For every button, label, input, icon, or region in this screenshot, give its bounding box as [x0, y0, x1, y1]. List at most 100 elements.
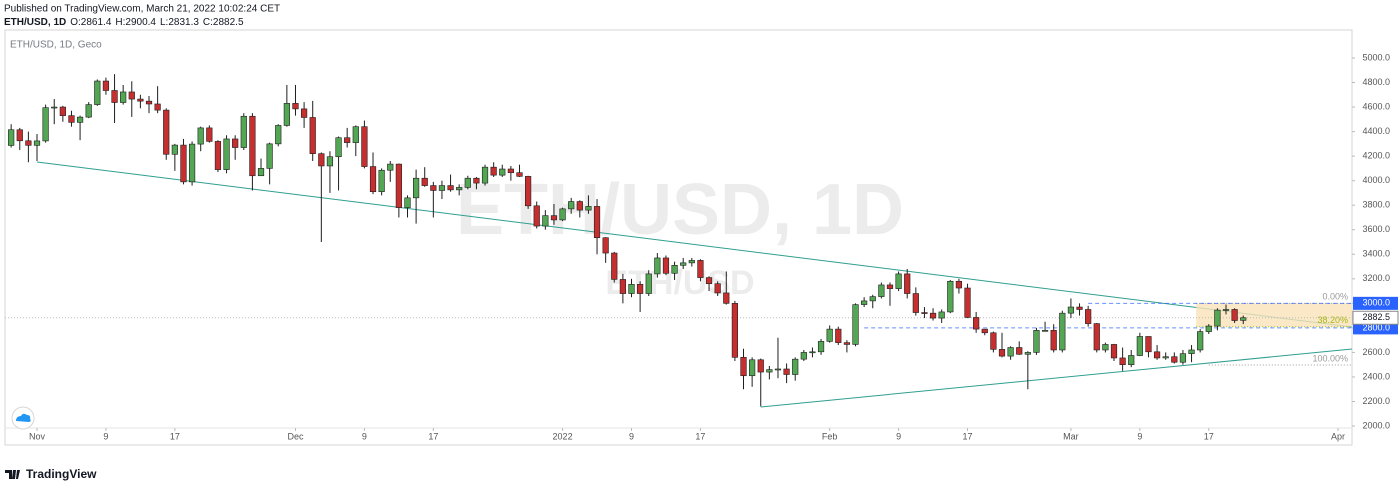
- candle-body: [1222, 309, 1230, 311]
- y-tick-label: 2400.0: [1362, 371, 1390, 381]
- x-tick-label: Nov: [29, 431, 46, 441]
- candle-body: [774, 368, 782, 371]
- last-price-label: 2882.5: [1362, 312, 1390, 322]
- trendline: [36, 161, 1353, 328]
- candle-body: [318, 153, 325, 167]
- candle-body: [223, 138, 230, 170]
- candle-body: [568, 201, 575, 210]
- x-tick-label: 17: [1204, 431, 1214, 441]
- candle-body: [16, 129, 23, 142]
- candle-body: [886, 284, 894, 289]
- x-tick-label: 9: [896, 431, 901, 441]
- candle-body: [473, 177, 480, 184]
- candle-body: [326, 156, 334, 167]
- candle-body: [826, 328, 833, 342]
- candle-body: [309, 117, 316, 154]
- candle-body: [188, 143, 196, 183]
- candle-body: [154, 103, 161, 111]
- candle-body: [266, 143, 273, 169]
- candle-body: [1085, 309, 1092, 324]
- candle-body: [1024, 352, 1031, 355]
- candle-body: [817, 341, 825, 353]
- candle-body: [1162, 356, 1169, 359]
- candle-body: [171, 144, 178, 155]
- candle-body: [705, 277, 713, 285]
- candle-body: [33, 140, 41, 146]
- candle-body: [120, 91, 127, 103]
- candle-body: [249, 115, 256, 177]
- symbol-label: ETH/USD, 1D, Geco: [10, 40, 102, 51]
- candle-body: [163, 109, 170, 155]
- candle-body: [128, 91, 135, 100]
- candle-body: [593, 206, 601, 239]
- level-tag-label: 2800.0: [1362, 322, 1390, 332]
- candle-body: [102, 80, 110, 91]
- candle-body: [904, 273, 911, 294]
- candle-body: [792, 358, 799, 375]
- candle-body: [585, 206, 592, 211]
- candle-body: [1197, 331, 1204, 351]
- candle-body: [671, 265, 678, 274]
- level-tag-label: 3000.0: [1362, 298, 1390, 308]
- y-tick-label: 3400.0: [1362, 249, 1390, 259]
- candle-body: [757, 359, 764, 373]
- fib-label: 100.00%: [1312, 353, 1348, 363]
- candle-body: [645, 273, 652, 294]
- candle-body: [300, 108, 308, 118]
- watermark-small: ETH/USD: [605, 264, 754, 302]
- candle-body: [912, 293, 919, 313]
- x-tick-label: 9: [362, 431, 367, 441]
- y-tick-label: 3800.0: [1362, 200, 1390, 210]
- x-tick-label: Dec: [287, 431, 304, 441]
- ohlc-value: 2861.4: [81, 17, 112, 28]
- candle-body: [662, 257, 670, 274]
- candle-body: [688, 260, 695, 264]
- ohlc-value: 2882.5: [213, 17, 244, 28]
- candle-body: [1110, 344, 1118, 359]
- x-tick-label: Feb: [822, 431, 838, 441]
- candle-body: [25, 140, 32, 146]
- candle-body: [619, 279, 626, 294]
- candle-body: [973, 317, 980, 330]
- candle-body: [998, 349, 1006, 357]
- candle-body: [111, 90, 118, 103]
- candle-body: [1240, 317, 1247, 321]
- candle-body: [921, 312, 928, 314]
- x-tick-label: 9: [1137, 431, 1142, 441]
- candle-body: [361, 126, 368, 167]
- candle-body: [8, 129, 15, 146]
- candle-body: [1179, 353, 1187, 363]
- candle-body: [59, 106, 66, 116]
- candle-body: [499, 168, 506, 176]
- candle-body: [490, 166, 497, 176]
- published-note: Published on TradingView.com, March 21, …: [4, 4, 280, 15]
- candle-body: [1050, 330, 1057, 351]
- candle-body: [1128, 355, 1135, 365]
- candle-body: [421, 177, 428, 186]
- candle-body: [145, 100, 153, 105]
- candle-body: [576, 201, 583, 211]
- candle-body: [731, 303, 738, 358]
- candle-body: [947, 280, 954, 313]
- candle-body: [550, 215, 558, 221]
- candle-body: [275, 125, 282, 145]
- candle-body: [1093, 323, 1100, 351]
- candle-body: [283, 103, 290, 126]
- candle-body: [94, 80, 101, 105]
- candle-body: [369, 166, 377, 193]
- y-tick-label: 4000.0: [1362, 175, 1390, 185]
- ohlc-prefix: H:: [115, 17, 125, 28]
- candle-body: [352, 126, 359, 143]
- candle-body: [1214, 309, 1221, 327]
- candle-body: [1041, 330, 1049, 332]
- brand: TradingView: [26, 467, 97, 481]
- candle-body: [637, 284, 644, 294]
- candle-body: [740, 357, 747, 377]
- candle-body: [447, 185, 454, 191]
- candle-body: [214, 141, 222, 170]
- candle-body: [1153, 351, 1161, 359]
- candle-body: [869, 296, 876, 302]
- candle-body: [404, 197, 411, 208]
- candle-body: [76, 116, 84, 123]
